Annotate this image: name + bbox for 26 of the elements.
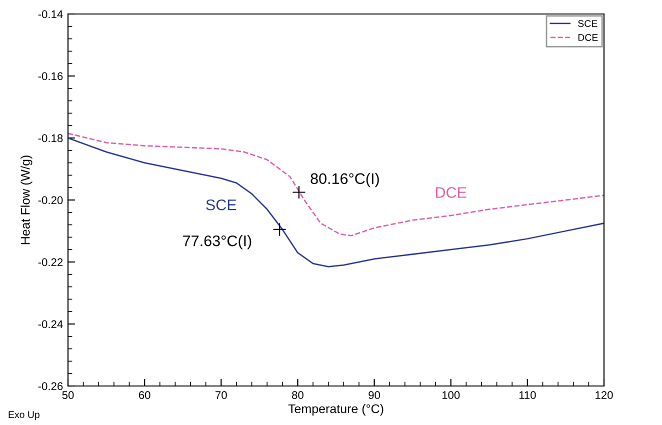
x-tick-label: 80 [292,391,304,400]
y-tick-label: -0.14 [38,10,63,18]
line-series [68,132,604,236]
x-tick-label: 100 [442,391,460,400]
y-axis-title: Heat Flow (W/g) [20,156,32,244]
x-tick-label: 60 [138,391,150,400]
x-tick-label: 90 [368,391,380,400]
y-tick-label: -0.24 [38,320,63,328]
legend-label: SCE [578,20,598,27]
line-series [68,137,604,268]
annotation: 80.16°C(I) [310,172,379,188]
x-axis-title: Temperature (°C) [288,404,384,416]
text: Exo Up [8,411,40,420]
y-tick-label: -0.16 [38,72,63,80]
y-tick-label: -0.26 [38,382,63,390]
x-tick-label: 120 [596,391,613,400]
x-tick-label: 50 [62,391,74,400]
text: DCE [436,187,466,198]
annotation: 77.63°C(I) [183,235,252,250]
y-tick-label: -0.20 [38,196,63,204]
legend-label: DCE [578,34,598,41]
x-tick-label: 70 [216,391,227,400]
x-tick-label: 110 [519,391,536,400]
text: SCE [206,199,236,210]
y-tick-label: -0.18 [38,134,63,142]
y-tick-label: -0.22 [38,258,63,266]
